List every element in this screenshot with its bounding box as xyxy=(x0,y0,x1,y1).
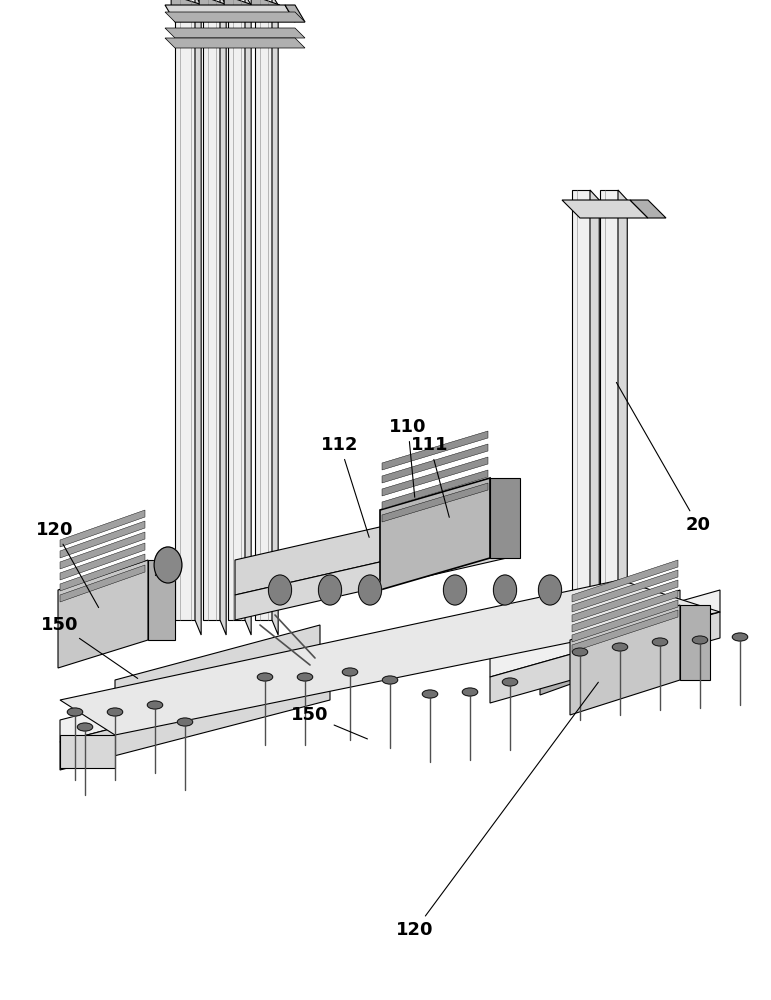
Ellipse shape xyxy=(572,648,588,656)
Polygon shape xyxy=(60,543,145,580)
Ellipse shape xyxy=(147,701,163,709)
Text: 150: 150 xyxy=(42,616,138,678)
Polygon shape xyxy=(570,605,680,715)
Polygon shape xyxy=(148,560,175,640)
Polygon shape xyxy=(60,580,720,735)
Ellipse shape xyxy=(732,633,748,641)
Polygon shape xyxy=(165,28,305,38)
Polygon shape xyxy=(572,600,678,642)
Circle shape xyxy=(538,575,561,605)
Polygon shape xyxy=(562,200,648,218)
Polygon shape xyxy=(572,190,590,645)
Text: 110: 110 xyxy=(389,418,427,497)
Polygon shape xyxy=(165,38,305,48)
Polygon shape xyxy=(60,735,115,768)
Polygon shape xyxy=(60,510,145,547)
Polygon shape xyxy=(175,0,195,620)
Ellipse shape xyxy=(382,676,398,684)
Polygon shape xyxy=(572,580,678,622)
Ellipse shape xyxy=(67,708,82,716)
Polygon shape xyxy=(155,560,178,575)
Polygon shape xyxy=(540,590,680,668)
Polygon shape xyxy=(272,0,278,635)
Text: 150: 150 xyxy=(291,706,368,739)
Polygon shape xyxy=(60,521,145,558)
Ellipse shape xyxy=(423,690,438,698)
Text: 20: 20 xyxy=(616,382,711,534)
Circle shape xyxy=(268,575,291,605)
Polygon shape xyxy=(572,560,678,602)
Polygon shape xyxy=(382,457,488,496)
Ellipse shape xyxy=(258,673,273,681)
Polygon shape xyxy=(58,560,148,668)
Polygon shape xyxy=(490,590,720,677)
Circle shape xyxy=(318,575,342,605)
Ellipse shape xyxy=(298,673,313,681)
Ellipse shape xyxy=(342,668,358,676)
Polygon shape xyxy=(618,190,628,663)
Polygon shape xyxy=(590,190,599,663)
Circle shape xyxy=(443,575,466,605)
Ellipse shape xyxy=(463,688,478,696)
Polygon shape xyxy=(115,625,320,710)
Polygon shape xyxy=(382,444,488,483)
Polygon shape xyxy=(572,610,678,652)
Polygon shape xyxy=(235,530,520,620)
Ellipse shape xyxy=(107,708,123,716)
Polygon shape xyxy=(199,0,227,17)
Ellipse shape xyxy=(612,643,628,651)
Polygon shape xyxy=(540,618,680,695)
Polygon shape xyxy=(224,0,253,17)
Polygon shape xyxy=(572,590,678,632)
Ellipse shape xyxy=(77,723,93,731)
Polygon shape xyxy=(60,650,330,742)
Polygon shape xyxy=(245,0,251,635)
Polygon shape xyxy=(228,0,245,620)
Polygon shape xyxy=(255,0,272,620)
Ellipse shape xyxy=(652,638,668,646)
Polygon shape xyxy=(382,470,488,509)
Polygon shape xyxy=(680,605,710,680)
Polygon shape xyxy=(490,612,720,703)
Polygon shape xyxy=(380,478,490,590)
Polygon shape xyxy=(382,483,488,522)
Ellipse shape xyxy=(502,678,517,686)
Polygon shape xyxy=(165,5,295,22)
Polygon shape xyxy=(630,200,666,218)
Polygon shape xyxy=(60,565,145,602)
Polygon shape xyxy=(285,5,305,22)
Circle shape xyxy=(154,547,182,583)
Text: 112: 112 xyxy=(322,436,369,537)
Polygon shape xyxy=(382,431,488,470)
Polygon shape xyxy=(235,495,520,595)
Circle shape xyxy=(493,575,517,605)
Ellipse shape xyxy=(692,636,708,644)
Polygon shape xyxy=(490,478,520,558)
Polygon shape xyxy=(60,554,145,591)
Polygon shape xyxy=(60,532,145,569)
Text: 120: 120 xyxy=(36,521,99,608)
Polygon shape xyxy=(251,0,280,17)
Polygon shape xyxy=(220,0,226,635)
Polygon shape xyxy=(115,655,320,730)
Polygon shape xyxy=(203,0,220,620)
Polygon shape xyxy=(195,0,201,635)
Polygon shape xyxy=(60,672,330,770)
Polygon shape xyxy=(572,570,678,612)
Ellipse shape xyxy=(177,718,193,726)
Circle shape xyxy=(359,575,382,605)
Polygon shape xyxy=(165,12,305,22)
Polygon shape xyxy=(600,190,618,645)
Polygon shape xyxy=(171,0,203,17)
Text: 111: 111 xyxy=(411,436,449,517)
Text: 120: 120 xyxy=(396,682,598,939)
